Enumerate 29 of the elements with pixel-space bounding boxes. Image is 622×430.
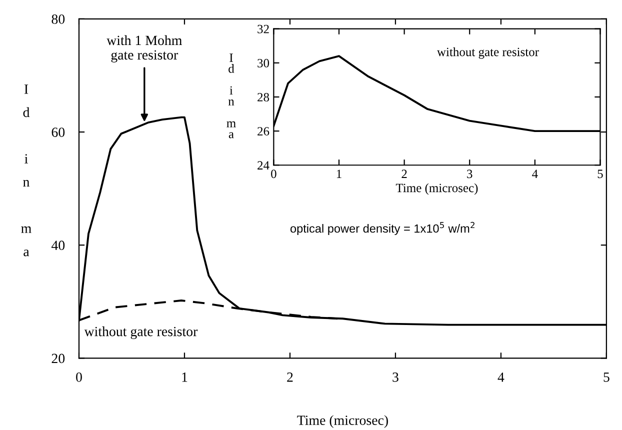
x-tick-label: 0 <box>271 170 276 178</box>
annotation: optical power density = 1x10$^{5}$ w/m$^{2}$ <box>290 222 474 236</box>
text: Id in ma <box>21 84 32 256</box>
y-tick-label: 40 <box>51 240 65 250</box>
x-tick-label: 2 <box>402 170 407 178</box>
y-tick-label: 32 <box>258 24 269 34</box>
annotation: without gate resistor <box>436 47 539 59</box>
x-tick-label: 4 <box>532 170 538 178</box>
annotation: with 1 Mohm gate resistor <box>106 35 182 62</box>
x-tick-label: 4 <box>498 372 504 382</box>
y-tick-label: 24 <box>258 161 270 170</box>
y-tick-label: 30 <box>258 58 270 68</box>
x-tick-label: 5 <box>598 170 603 178</box>
x-tick-label: 3 <box>467 170 472 178</box>
x-axis-title: Time (microsec) <box>297 415 388 428</box>
x-tick-label: 1 <box>182 372 188 382</box>
x-tick-label: 0 <box>76 372 82 382</box>
y-tick-label: 60 <box>52 128 65 137</box>
x-tick-label: 3 <box>392 372 398 382</box>
x-tick-label: 2 <box>287 372 293 382</box>
x-tick-label: 5 <box>604 372 610 382</box>
annotation: without gate resistor <box>84 326 198 340</box>
text: Id in ma <box>226 54 236 138</box>
y-tick-label: 26 <box>258 127 270 136</box>
x-axis-title: Time (microsec) <box>396 183 478 195</box>
y-tick-label: 80 <box>52 14 65 24</box>
y-tick-label: 28 <box>258 92 270 102</box>
x-tick-label: 1 <box>336 170 342 178</box>
y-tick-label: 20 <box>52 354 65 364</box>
